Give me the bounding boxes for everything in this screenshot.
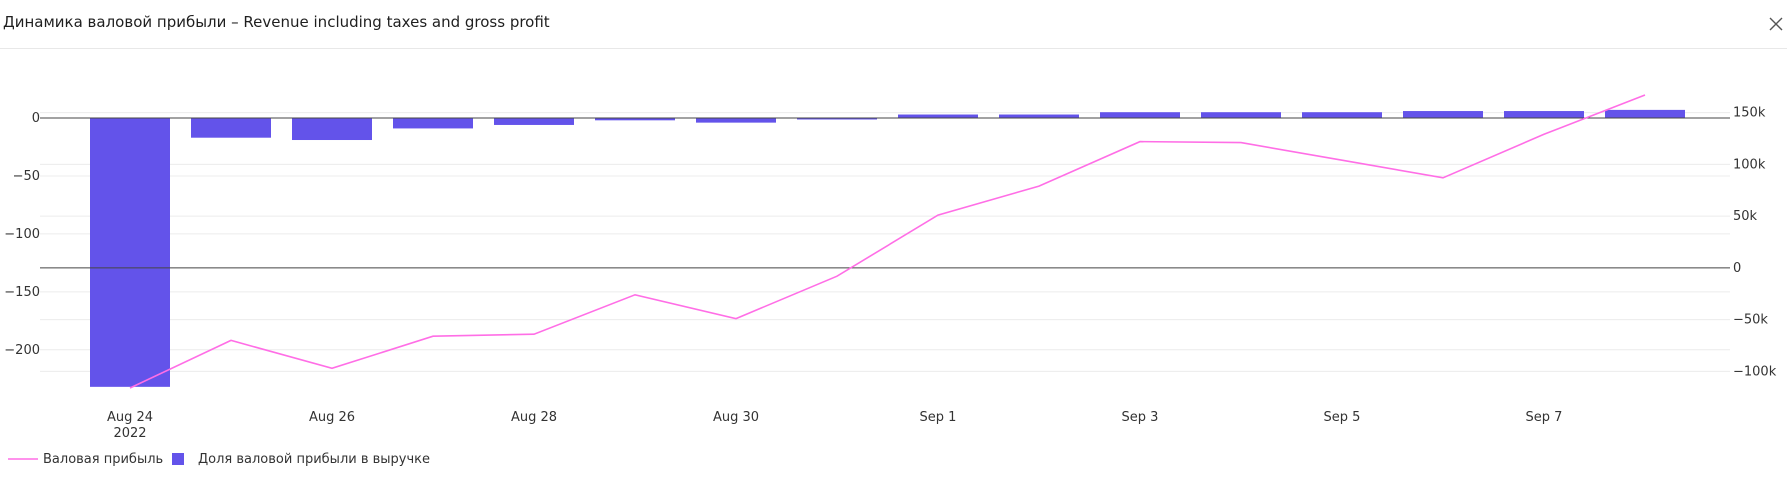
- legend-bar-swatch: [172, 453, 184, 465]
- bar: [1201, 112, 1281, 118]
- bar: [292, 118, 372, 141]
- bar: [595, 118, 675, 121]
- chart-area: 0 −50 −100 −150 −200 150k 100k 50k 0 −50k −100k A…: [4, 94, 1777, 467]
- zero-lines: [40, 117, 1730, 269]
- bar: [1403, 111, 1483, 118]
- bar: [696, 118, 776, 123]
- y-tick-label-left: −50: [13, 169, 40, 184]
- legend-label-line: Валовая прибыль: [43, 452, 163, 467]
- bar: [797, 118, 877, 120]
- y-tick-label-right: −100k: [1733, 364, 1777, 379]
- close-icon[interactable]: [1764, 12, 1787, 36]
- bar: [90, 118, 170, 387]
- line-series: [129, 94, 1646, 389]
- x-tick-label: Sep 7: [1526, 410, 1563, 425]
- y-tick-label-left: −100: [4, 227, 40, 242]
- line-series-path: [129, 94, 1646, 389]
- legend: Валовая прибыль Доля валовой прибыли в вы…: [8, 452, 430, 467]
- y-axis-left: 0 −50 −100 −150 −200: [4, 111, 40, 358]
- bar: [494, 118, 574, 125]
- y-tick-label-right: −50k: [1733, 313, 1768, 328]
- x-tick-label: Aug 24: [107, 410, 153, 425]
- y-axis-right: 150k 100k 50k 0 −50k −100k: [1733, 106, 1777, 380]
- bar: [999, 114, 1079, 118]
- legend-label-bar: Доля валовой прибыли в выручке: [198, 452, 430, 467]
- x-tick-label: Aug 30: [713, 410, 759, 425]
- x-tick-label: Sep 3: [1122, 410, 1159, 425]
- bar: [898, 114, 978, 118]
- y-tick-label-left: −150: [4, 285, 40, 300]
- y-tick-label-left: 0: [32, 111, 40, 126]
- x-tick-label: Aug 28: [511, 410, 557, 425]
- y-tick-label-right: 150k: [1733, 106, 1766, 121]
- bar: [1302, 112, 1382, 118]
- bar-series: [90, 109, 1685, 387]
- y-tick-label-right: 0: [1733, 261, 1741, 276]
- bar: [191, 118, 271, 138]
- bar: [1504, 111, 1584, 118]
- y-tick-label-right: 100k: [1733, 157, 1766, 172]
- y-tick-label-left: −200: [4, 343, 40, 358]
- bar: [1605, 109, 1685, 118]
- x-tick-label: Sep 1: [920, 410, 957, 425]
- x-tick-label: Aug 26: [309, 410, 355, 425]
- bar: [1100, 112, 1180, 118]
- chart-title: Динамика валовой прибыли – Revenue inclu…: [3, 13, 550, 31]
- x-tick-label: Sep 5: [1324, 410, 1361, 425]
- x-tick-sublabel: 2022: [113, 426, 146, 441]
- y-tick-label-right: 50k: [1733, 209, 1758, 224]
- grid-lines: [40, 112, 1730, 372]
- bar: [393, 118, 473, 129]
- dialog-header: Динамика валовой прибыли – Revenue inclu…: [0, 0, 1787, 49]
